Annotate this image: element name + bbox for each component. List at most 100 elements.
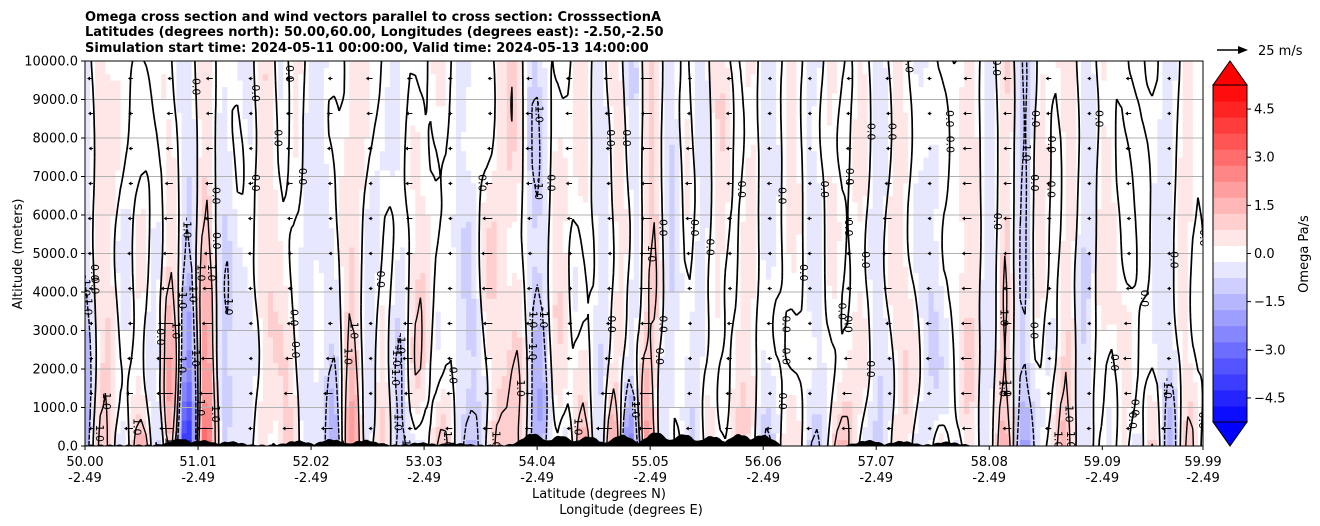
omega-cell [400,324,406,331]
omega-cell [262,369,269,376]
omega-cell [542,433,548,440]
omega-cell [364,433,370,440]
omega-cell [943,336,950,344]
omega-cell [1152,356,1158,363]
omega-cell [644,298,650,306]
omega-cell [308,343,315,351]
omega-cell [537,381,543,389]
omega-cell [100,388,106,396]
omega-cell [806,336,813,344]
omega-cell [461,298,467,306]
omega-cell [786,407,792,415]
omega-cell [501,401,508,408]
omega-cell [730,343,736,351]
omega-cell [684,304,691,312]
omega-cell [735,381,741,389]
omega-cell [826,343,833,351]
omega-cell [501,298,508,306]
omega-cell [862,362,868,370]
omega-cell [522,433,528,440]
omega-cell [974,388,980,396]
omega-cell [1197,336,1203,344]
omega-cell [791,356,797,363]
omega-cell [1060,336,1067,344]
omega-cell [501,336,508,344]
omega-cell [1142,349,1148,357]
omega-cell [872,336,879,344]
omega-cell [171,388,177,396]
omega-cell [699,298,706,306]
omega-cell [140,394,147,402]
omega-cell [273,381,279,389]
omega-cell [1147,407,1153,415]
omega-cell [994,362,1001,370]
omega-cell [903,394,909,402]
omega-cell [644,381,650,389]
omega-cell [1050,439,1057,446]
omega-cell [389,394,396,402]
omega-cell [984,407,990,415]
omega-cell [471,439,477,446]
omega-cell [598,394,604,402]
omega-cell [877,343,884,351]
omega-cell [796,356,802,363]
omega-cell [415,439,421,446]
omega-cell [989,311,996,319]
omega-cell [303,304,309,312]
omega-cell [1081,336,1087,344]
omega-cell [1035,375,1041,383]
omega-cell [862,317,868,325]
omega-cell [959,330,965,338]
omega-cell [806,401,813,408]
omega-cell [1070,394,1077,402]
omega-cell [898,356,904,363]
omega-cell [704,433,711,440]
omega-cell [1014,304,1021,312]
omega-cell [893,420,899,428]
omega-cell [181,375,188,383]
omega-cell [593,336,599,344]
omega-cell [684,369,691,376]
omega-cell [857,324,863,331]
omega-cell [623,356,630,363]
omega-cell [638,317,645,325]
omega-cell [959,356,965,363]
omega-cell [842,413,848,421]
omega-cell [527,388,533,396]
omega-cell [852,381,858,389]
omega-cell [1014,407,1021,415]
omega-cell [821,433,828,440]
omega-cell [522,401,528,408]
omega-cell [542,426,548,434]
omega-cell [1070,381,1077,389]
omega-cell [796,349,802,357]
omega-cell [288,401,294,408]
omega-cell [364,394,370,402]
omega-cell [328,317,335,325]
omega-cell [415,388,421,396]
omega-cell [837,381,843,389]
omega-cell [217,381,223,389]
omega-cell [181,324,188,331]
omega-cell [359,317,365,325]
omega-cell [1091,304,1097,312]
omega-cell [1070,349,1077,357]
omega-cell [237,298,243,306]
omega-cell [1020,356,1026,363]
omega-cell [832,394,838,402]
omega-cell [349,394,355,402]
omega-cell [547,394,553,402]
omega-cell [262,311,269,319]
omega-cell [1014,349,1021,357]
omega-cell [384,413,391,421]
omega-cell [217,369,223,376]
omega-cell [1030,369,1036,376]
omega-cell [943,413,950,421]
omega-cell [913,343,919,351]
omega-cell [893,311,899,319]
omega-cell [872,407,879,415]
omega-cell [953,388,960,396]
omega-cell [1060,311,1067,319]
omega-cell [100,362,106,370]
omega-cell [735,324,741,331]
